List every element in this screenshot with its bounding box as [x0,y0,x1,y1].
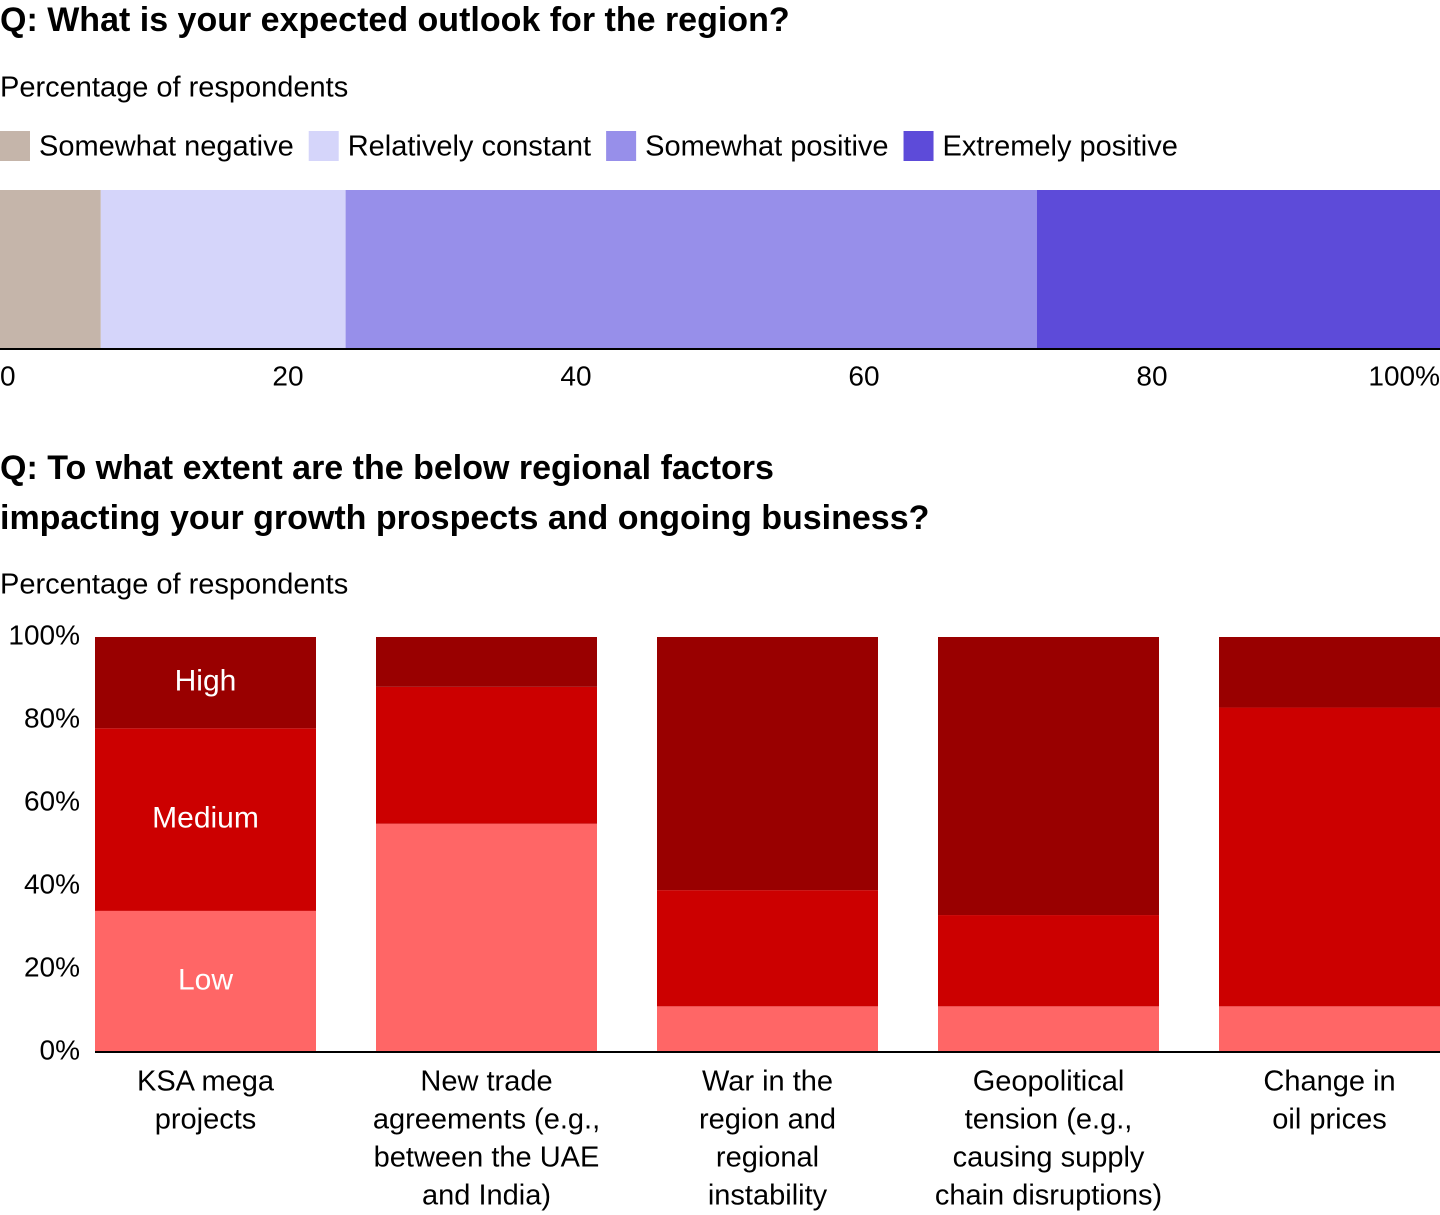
x-tick-label: instability [708,1180,828,1212]
bar-segment [657,1006,878,1052]
x-tick-label: 60 [848,360,879,391]
chart-title: impacting your growth prospects and ongo… [0,499,929,537]
bar-segment [1219,707,1440,1007]
x-tick-label: 20 [272,360,303,391]
bar-segment [95,910,316,1052]
x-tick-label: 0 [0,360,16,391]
bar-segment [938,637,1159,916]
x-tick-label: tension (e.g., [965,1104,1133,1136]
x-tick-label: regional [716,1142,819,1174]
x-tick-label: and India) [422,1180,551,1212]
chart-title: Q: To what extent are the below regional… [0,449,774,487]
segment-label: Low [178,963,233,996]
legend-label: Extremely positive [943,131,1178,163]
x-tick-label: New trade [420,1066,552,1098]
y-tick-label: 100% [8,619,80,650]
bar-segment [938,1006,1159,1052]
x-tick-label: Change in [1263,1066,1395,1098]
bar-segment [95,728,316,911]
x-tick-label: agreements (e.g., [373,1104,600,1136]
x-tick-label: chain disruptions) [935,1180,1162,1212]
x-tick-label: oil prices [1272,1104,1386,1136]
legend-label: Relatively constant [348,131,591,163]
bar-segment [1219,637,1440,708]
bar-segment [95,637,316,729]
legend-label: Somewhat positive [645,131,888,163]
x-tick-label: Geopolitical [973,1066,1125,1098]
y-tick-label: 40% [24,868,80,899]
segment-label: High [175,665,237,698]
legend-swatch [0,131,30,161]
chart-subtitle: Percentage of respondents [0,72,348,104]
x-tick-label: 80 [1136,360,1167,391]
bar-segment [0,190,101,349]
bar-segment [345,190,1037,349]
bar-segment [376,823,597,1052]
x-tick-label: 100% [1368,360,1440,391]
legend-swatch [903,131,934,161]
bar-segment [1036,190,1440,349]
x-tick-label: 40 [560,360,591,391]
bar-segment [657,890,878,1007]
x-tick-label: between the UAE [374,1142,600,1174]
x-tick-label: region and [699,1104,836,1136]
x-tick-label: War in the [702,1066,833,1098]
bar-segment [376,686,597,824]
legend-swatch [308,131,339,161]
y-tick-label: 80% [24,702,80,733]
chart-title: Q: What is your expected outlook for the… [0,1,790,39]
y-tick-label: 20% [24,951,80,982]
legend-label: Somewhat negative [39,131,294,163]
y-tick-label: 0% [40,1034,80,1065]
chart-subtitle: Percentage of respondents [0,569,348,601]
bar-segment [938,915,1159,1007]
x-tick-label: KSA mega [137,1066,275,1098]
bar-segment [657,637,878,891]
segment-label: Medium [152,802,259,835]
bar-segment [376,637,597,687]
y-tick-label: 60% [24,785,80,816]
x-tick-label: projects [155,1104,257,1136]
bar-segment [1219,1006,1440,1052]
bar-segment [100,190,346,349]
x-tick-label: causing supply [953,1142,1145,1174]
legend-swatch [606,131,637,161]
